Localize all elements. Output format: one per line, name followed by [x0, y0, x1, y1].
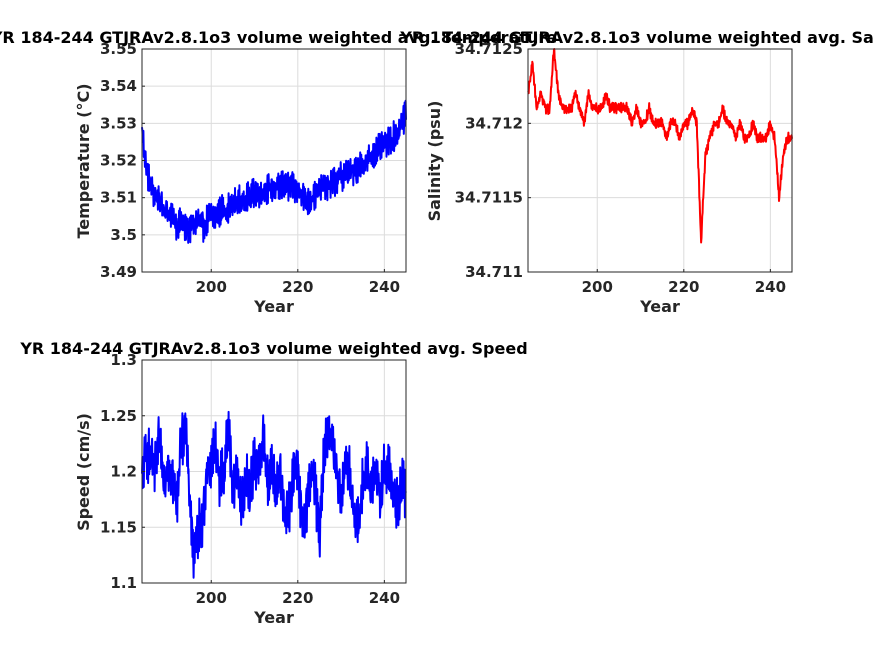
temperature-ytick-label: 3.51 [100, 189, 137, 207]
temperature-ytick-label: 3.5 [110, 226, 137, 244]
temperature-series [141, 99, 407, 244]
speed-xtick-label: 220 [282, 589, 313, 607]
temperature-series-line [141, 99, 407, 244]
salinity-xtick-label: 240 [755, 278, 786, 296]
temperature-xtick-label: 220 [282, 278, 313, 296]
salinity-ytick-label: 34.712 [465, 114, 523, 132]
temperature-ylabel: Temperature (°C) [74, 83, 93, 238]
temperature-ytick-label: 3.52 [100, 152, 137, 170]
salinity-ytick-label: 34.7125 [455, 40, 523, 58]
temperature-ytick-label: 3.53 [100, 114, 137, 132]
salinity-series-line [527, 48, 793, 244]
speed-ylabel: Speed (cm/s) [74, 413, 93, 531]
salinity-ticks: 200 220 240 34.711 34.7115 34.712 34.7125 [455, 40, 786, 296]
speed-ytick-label: 1.3 [110, 351, 137, 369]
speed-xtick-label: 200 [196, 589, 227, 607]
temperature-ticks: 200 220 240 3.49 3.5 3.51 3.52 3.53 3.54 3.55 [100, 40, 400, 296]
temperature-ytick-label: 3.49 [100, 263, 137, 281]
salinity-ytick-label: 34.711 [465, 263, 523, 281]
temperature-xtick-label: 200 [196, 278, 227, 296]
speed-ytick-label: 1.2 [110, 463, 137, 481]
salinity-xlabel: Year [639, 297, 680, 316]
salinity-ytick-label: 34.7115 [455, 189, 523, 207]
temperature-xtick-label: 240 [369, 278, 400, 296]
salinity-plot-area [528, 49, 792, 272]
salinity-title: YR 184-244 GTJRAv2.8.1o3 volume weighted… [399, 28, 875, 47]
temperature-title: YR 184-244 GTJRAv2.8.1o3 volume weighted… [0, 28, 557, 47]
temperature-xlabel: Year [253, 297, 294, 316]
salinity-axes-box [527, 48, 793, 273]
speed-panel: 200 220 240 1.1 1.15 1.2 1.25 1.3 Year Speed (c… [19, 339, 527, 627]
speed-series [141, 410, 407, 579]
salinity-series [527, 48, 793, 244]
speed-xlabel: Year [253, 608, 294, 627]
speed-title: YR 184-244 GTJRAv2.8.1o3 volume weighted… [19, 339, 527, 358]
salinity-ylabel: Salinity (psu) [425, 101, 444, 222]
speed-ytick-label: 1.25 [100, 407, 137, 425]
speed-series-line [141, 410, 407, 579]
temperature-ytick-label: 3.54 [100, 77, 137, 95]
speed-ytick-label: 1.1 [110, 574, 137, 592]
salinity-xtick-label: 220 [668, 278, 699, 296]
temperature-ytick-label: 3.55 [100, 40, 137, 58]
temperature-panel: 200 220 240 3.49 3.5 3.51 3.52 3.53 3.54 3.55 Yea… [0, 28, 557, 316]
salinity-panel: 200 220 240 34.711 34.7115 34.712 34.7125 Year… [399, 28, 875, 316]
speed-ticks: 200 220 240 1.1 1.15 1.2 1.25 1.3 [100, 351, 400, 607]
speed-xtick-label: 240 [369, 589, 400, 607]
speed-ytick-label: 1.15 [100, 518, 137, 536]
salinity-xtick-label: 200 [582, 278, 613, 296]
